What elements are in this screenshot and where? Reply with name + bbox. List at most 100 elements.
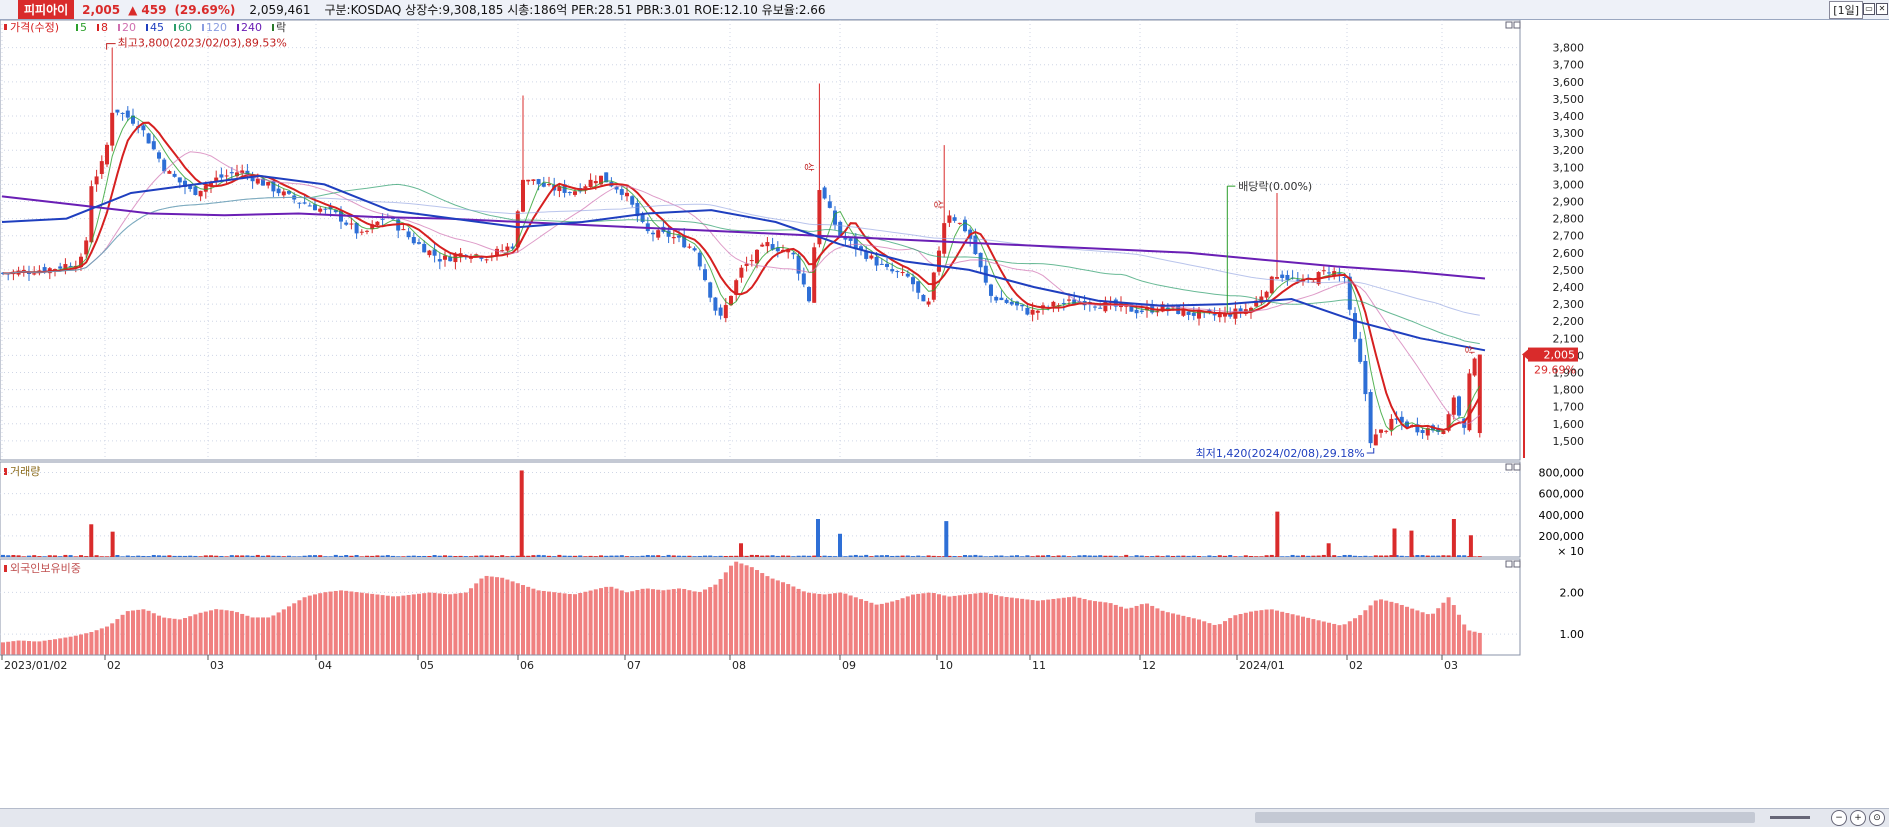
volume-bar[interactable] — [396, 556, 401, 557]
foreign-bar[interactable] — [640, 588, 645, 655]
foreign-bar[interactable] — [567, 594, 572, 655]
volume-bar[interactable] — [120, 556, 125, 557]
foreign-bar[interactable] — [968, 594, 973, 655]
foreign-bar[interactable] — [1363, 610, 1368, 655]
foreign-bar[interactable] — [1327, 622, 1331, 655]
foreign-bar[interactable] — [474, 583, 479, 655]
volume-bar[interactable] — [729, 555, 733, 557]
foreign-bar[interactable] — [1301, 616, 1305, 655]
foreign-bar[interactable] — [692, 591, 697, 655]
candle[interactable] — [651, 230, 655, 242]
candle[interactable] — [885, 257, 889, 271]
volume-bar[interactable] — [1228, 554, 1233, 557]
foreign-bar[interactable] — [1046, 599, 1051, 655]
foreign-bar[interactable] — [905, 596, 910, 655]
foreign-bar[interactable] — [515, 583, 520, 655]
volume-bar[interactable] — [406, 555, 411, 557]
foreign-bar[interactable] — [604, 586, 609, 655]
volume-bar[interactable] — [614, 555, 619, 557]
foreign-bar[interactable] — [1223, 621, 1227, 655]
candle[interactable] — [952, 214, 957, 223]
volume-bar[interactable] — [32, 555, 37, 557]
volume-bar[interactable] — [760, 555, 765, 557]
volume-bar[interactable] — [609, 555, 614, 557]
volume-bar[interactable] — [864, 554, 869, 557]
volume-bar[interactable] — [479, 555, 484, 557]
volume-bar[interactable] — [1129, 556, 1134, 557]
foreign-bar[interactable] — [1129, 607, 1134, 655]
volume-bar[interactable] — [188, 555, 193, 557]
volume-bar[interactable] — [266, 555, 271, 557]
foreign-bar[interactable] — [619, 590, 624, 655]
foreign-bar[interactable] — [1259, 610, 1264, 655]
volume-bar[interactable] — [6, 555, 11, 557]
volume-bar[interactable] — [313, 555, 317, 557]
foreign-bar[interactable] — [1051, 598, 1056, 655]
volume-bar[interactable] — [172, 555, 177, 557]
foreign-bar[interactable] — [427, 592, 432, 655]
foreign-bar[interactable] — [573, 594, 577, 655]
volume-peak-bar[interactable] — [110, 531, 115, 557]
volume-bar[interactable] — [531, 555, 536, 557]
foreign-bar[interactable] — [749, 567, 754, 655]
volume-bar[interactable] — [1009, 555, 1014, 557]
foreign-bar[interactable] — [297, 600, 302, 655]
volume-bar[interactable] — [1041, 555, 1045, 557]
candle[interactable] — [1399, 411, 1404, 431]
foreign-bar[interactable] — [1420, 612, 1425, 655]
volume-bar[interactable] — [859, 555, 863, 557]
volume-bar[interactable] — [1145, 556, 1149, 557]
volume-bar[interactable] — [370, 555, 375, 557]
volume-bar[interactable] — [1093, 555, 1097, 557]
volume-bar[interactable] — [510, 555, 515, 557]
candle[interactable] — [1472, 357, 1477, 377]
volume-bar[interactable] — [58, 556, 63, 557]
volume-bar[interactable] — [359, 556, 364, 557]
candle[interactable] — [791, 251, 796, 260]
foreign-bar[interactable] — [365, 593, 369, 655]
volume-bar[interactable] — [385, 555, 390, 557]
foreign-bar[interactable] — [349, 591, 354, 655]
foreign-bar[interactable] — [1202, 621, 1207, 655]
volume-bar[interactable] — [1186, 555, 1191, 557]
foreign-bar[interactable] — [1103, 602, 1108, 655]
foreign-bar[interactable] — [1394, 603, 1399, 655]
volume-bar[interactable] — [573, 555, 577, 557]
foreign-bar[interactable] — [796, 588, 801, 655]
candle[interactable] — [879, 258, 884, 265]
foreign-bar[interactable] — [864, 600, 869, 655]
volume-bar[interactable] — [469, 556, 473, 557]
volume-bar[interactable] — [869, 556, 874, 557]
foreign-bar[interactable] — [79, 634, 83, 655]
foreign-bar[interactable] — [313, 594, 317, 655]
candle[interactable] — [89, 180, 94, 244]
volume-bar[interactable] — [1176, 555, 1181, 557]
foreign-bar[interactable] — [1238, 614, 1243, 655]
volume-bar[interactable] — [1113, 555, 1118, 557]
foreign-bar[interactable] — [1160, 610, 1165, 655]
foreign-bar[interactable] — [292, 603, 297, 655]
volume-bar[interactable] — [1436, 555, 1441, 557]
volume-bar[interactable] — [1415, 555, 1420, 557]
foreign-bar[interactable] — [266, 617, 271, 655]
foreign-bar[interactable] — [125, 611, 130, 655]
foreign-bar[interactable] — [339, 590, 343, 655]
foreign-bar[interactable] — [1467, 630, 1472, 655]
candle[interactable] — [739, 264, 744, 283]
candle[interactable] — [947, 210, 952, 227]
volume-bar[interactable] — [448, 555, 453, 557]
volume-bar[interactable] — [822, 555, 827, 557]
volume-bar[interactable] — [593, 556, 598, 557]
pane-maximize-icon[interactable] — [1505, 21, 1513, 29]
volume-bar[interactable] — [703, 555, 707, 557]
foreign-bar[interactable] — [391, 596, 395, 655]
foreign-bar[interactable] — [1353, 618, 1357, 655]
volume-bar[interactable] — [1207, 555, 1212, 557]
foreign-bar[interactable] — [1124, 608, 1129, 655]
volume-bar[interactable] — [1124, 554, 1129, 557]
volume-bar[interactable] — [1108, 555, 1113, 557]
candle[interactable] — [588, 173, 593, 188]
volume-bar[interactable] — [833, 556, 837, 557]
volume-bar[interactable] — [73, 556, 78, 557]
volume-peak-bar[interactable] — [838, 533, 842, 557]
